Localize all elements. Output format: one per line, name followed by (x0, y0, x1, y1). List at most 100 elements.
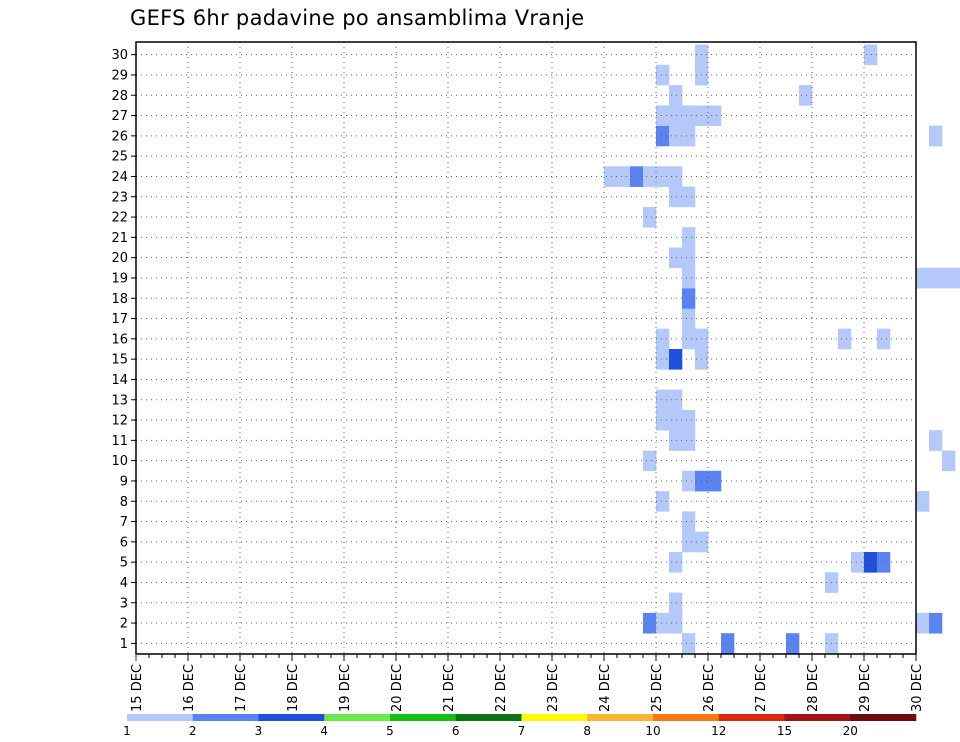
heatmap-cell (942, 267, 956, 289)
legend-label: 10 (645, 724, 660, 738)
y-tick-label: 1 (120, 637, 128, 652)
heatmap-cell (643, 612, 657, 634)
heatmap-cell (669, 612, 683, 634)
grid-lines (136, 42, 916, 654)
heatmap-cell (682, 328, 696, 350)
heatmap-cell (721, 633, 735, 654)
heatmap-cell (682, 430, 696, 451)
heatmap-cell (929, 125, 943, 147)
heatmap-cells (604, 44, 960, 654)
x-tick-label: 21 DEC (442, 664, 457, 712)
heatmap-cell (669, 166, 683, 187)
x-tick-label: 27 DEC (754, 664, 769, 712)
legend-label: 1 (123, 724, 131, 738)
y-axis: 1234567891011121314151617181920212223242… (111, 48, 136, 652)
heatmap-cell (669, 430, 683, 451)
heatmap-cell (682, 288, 696, 309)
heatmap-cell (682, 308, 696, 329)
legend-swatch (390, 714, 457, 721)
heatmap-cell (682, 531, 696, 553)
legend-label: 15 (777, 724, 792, 738)
y-tick-label: 11 (111, 434, 128, 449)
y-tick-label: 3 (120, 596, 128, 611)
legend-label: 8 (583, 724, 591, 738)
heatmap-cell (864, 44, 878, 66)
heatmap-cell (708, 470, 722, 492)
x-tick-label: 16 DEC (182, 664, 197, 712)
y-tick-label: 26 (111, 129, 128, 144)
color-legend: 1 2 3 4 5 6 7 8 10 12 15 20 (123, 714, 917, 738)
heatmap-cell (656, 105, 670, 126)
y-tick-label: 28 (111, 89, 128, 104)
heatmap-cell (708, 105, 722, 126)
heatmap-cell (799, 85, 813, 106)
y-tick-label: 14 (111, 373, 128, 388)
legend-label: 3 (255, 724, 263, 738)
x-axis: 15 DEC 16 DEC 17 DEC 18 DEC 19 DEC 20 DEC 21 D… (130, 654, 925, 712)
heatmap-cell (643, 206, 657, 228)
heatmap-cell (617, 166, 631, 187)
heatmap-cell (669, 105, 683, 126)
x-tick-label: 25 DEC (650, 664, 665, 712)
heatmap-cell (682, 267, 696, 289)
heatmap-cell (669, 247, 683, 269)
heatmap-cell (929, 612, 943, 634)
x-tick-label: 22 DEC (494, 664, 509, 712)
heatmap-cell (682, 511, 696, 532)
y-tick-label: 29 (111, 68, 128, 83)
y-tick-label: 30 (111, 48, 128, 63)
legend-swatch (192, 714, 259, 721)
heatmap-cell (643, 166, 657, 187)
y-tick-label: 4 (120, 576, 128, 591)
heatmap-cell (916, 612, 930, 634)
heatmap-cell (669, 85, 683, 106)
heatmap-cell (656, 125, 670, 147)
legend-swatch (718, 714, 785, 721)
legend-swatch (653, 714, 720, 721)
heatmap-cell (682, 409, 696, 431)
heatmap-cell (643, 450, 657, 472)
x-tick-label: 30 DEC (910, 664, 925, 712)
heatmap-cell (656, 64, 670, 86)
x-tick-label: 28 DEC (806, 664, 821, 712)
heatmap-cell (929, 430, 943, 451)
legend-label: 20 (843, 724, 858, 738)
y-tick-label: 2 (120, 617, 128, 632)
heatmap-cell (669, 552, 683, 573)
y-tick-label: 21 (111, 231, 128, 246)
y-tick-label: 18 (111, 292, 128, 307)
x-tick-label: 17 DEC (234, 664, 249, 712)
heatmap-cell (669, 125, 683, 147)
heatmap-cell (877, 328, 891, 350)
heatmap-cell (669, 409, 683, 431)
heatmap-cell (669, 592, 683, 614)
heatmap-cell (669, 389, 683, 411)
y-tick-label: 24 (111, 170, 128, 185)
y-tick-label: 22 (111, 211, 128, 226)
heatmap-cell (604, 166, 618, 187)
heatmap-cell (682, 105, 696, 126)
heatmap-cell (864, 552, 878, 573)
legend-swatch (587, 714, 654, 721)
y-tick-label: 15 (111, 353, 128, 368)
y-tick-label: 20 (111, 251, 128, 266)
heatmap-cell (656, 409, 670, 431)
heatmap-cell (682, 186, 696, 208)
legend-swatch (127, 714, 194, 721)
heatmap-cell (669, 186, 683, 208)
x-tick-label: 26 DEC (702, 664, 717, 712)
legend-label: 7 (518, 724, 526, 738)
y-tick-label: 23 (111, 190, 128, 205)
y-tick-label: 16 (111, 332, 128, 347)
y-tick-label: 6 (120, 535, 128, 550)
legend-swatch (324, 714, 391, 721)
legend-swatch (521, 714, 588, 721)
heatmap-cell (929, 267, 943, 289)
x-tick-label: 24 DEC (598, 664, 613, 712)
heatmap-cell (786, 633, 800, 654)
y-tick-label: 12 (111, 414, 128, 429)
heatmap-cell (656, 612, 670, 634)
legend-swatch (455, 714, 522, 721)
y-tick-label: 19 (111, 271, 128, 286)
legend-swatch (258, 714, 325, 721)
